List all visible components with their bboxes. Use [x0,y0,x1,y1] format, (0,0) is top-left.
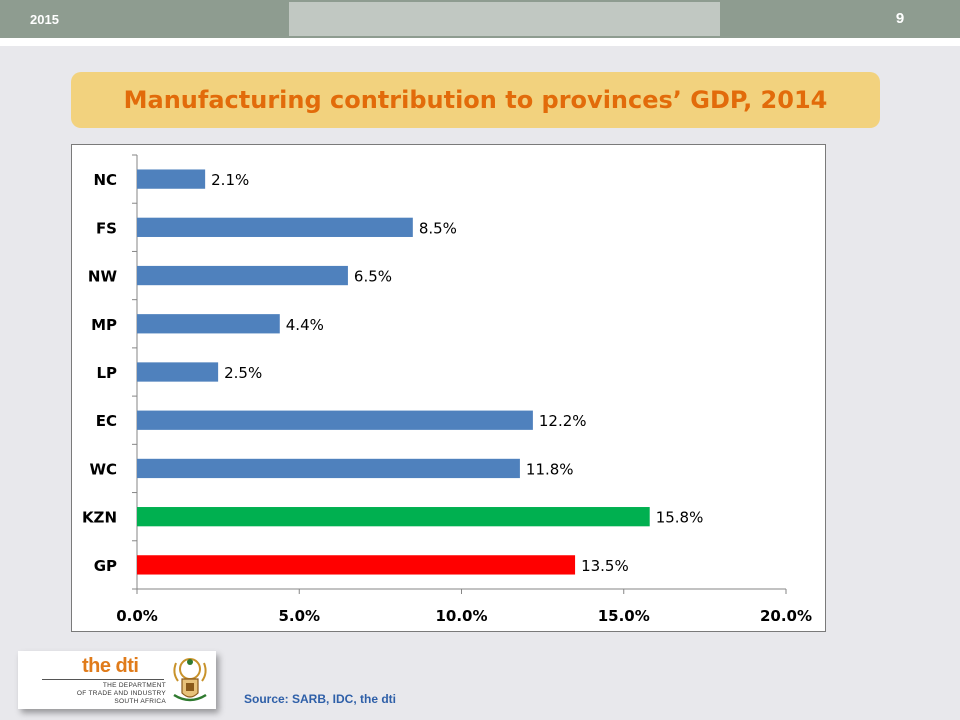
chart-area: 0.0% 5.0% 10.0% 15.0% 20.0% NC 2.1% FS 8.5% NW 6.5… [71,144,826,632]
data-label: 2.1% [211,171,249,189]
data-label: 6.5% [354,268,392,286]
data-label: 13.5% [581,557,629,575]
bar [137,507,650,527]
bar [137,410,533,430]
logo-subtitle: THE DEPARTMENT OF TRADE AND INDUSTRY SOU… [58,682,166,706]
logo-subtitle-line: SOUTH AFRICA [114,698,166,705]
data-label: 2.5% [224,364,262,382]
logo-rule [42,679,164,680]
bar [137,458,520,479]
header-divider [0,38,960,46]
x-tick-label: 10.0% [435,607,487,625]
dti-logo: the dti THE DEPARTMENT OF TRADE AND INDU… [18,651,216,709]
x-tick-label: 0.0% [116,607,158,625]
title-banner: Manufacturing contribution to provinces’… [71,72,880,128]
bar [137,265,348,286]
header-year: 2015 [30,12,59,27]
header-center-panel [289,2,720,36]
bar [137,169,206,189]
bar [137,314,280,334]
x-tick-label: 15.0% [598,607,650,625]
page-number: 9 [895,10,905,27]
data-label: 15.8% [656,509,704,527]
header-bar: 2015 9 [0,0,960,38]
data-label: 12.2% [539,412,587,430]
source-note: Source: SARB, IDC, the dti [244,692,397,706]
y-tick-label: EC [96,412,117,430]
logo-name: the dti [82,655,139,677]
south-africa-coat-of-arms-icon [173,658,207,702]
bar-chart: 0.0% 5.0% 10.0% 15.0% 20.0% NC 2.1% FS 8.5% NW 6.5… [82,154,812,625]
y-tick-label: NC [93,171,117,189]
y-tick-label: KZN [82,509,117,527]
data-label: 11.8% [526,460,574,478]
bar [137,555,576,575]
y-tick-label: MP [91,316,117,334]
y-tick-label: WC [89,460,117,478]
y-tick-label: GP [94,557,117,575]
logo-subtitle-line: THE DEPARTMENT [102,682,166,689]
data-label: 4.4% [286,316,324,334]
y-tick-label: FS [96,219,117,237]
data-label: 8.5% [419,219,457,237]
x-tick-label: 5.0% [278,607,320,625]
x-tick-label: 20.0% [760,607,812,625]
bar [137,362,219,382]
bar [137,217,413,237]
logo-subtitle-line: OF TRADE AND INDUSTRY [76,690,166,697]
slide-title: Manufacturing contribution to provinces’… [123,86,828,114]
y-tick-label: NW [88,268,118,286]
y-tick-label: LP [96,364,117,382]
